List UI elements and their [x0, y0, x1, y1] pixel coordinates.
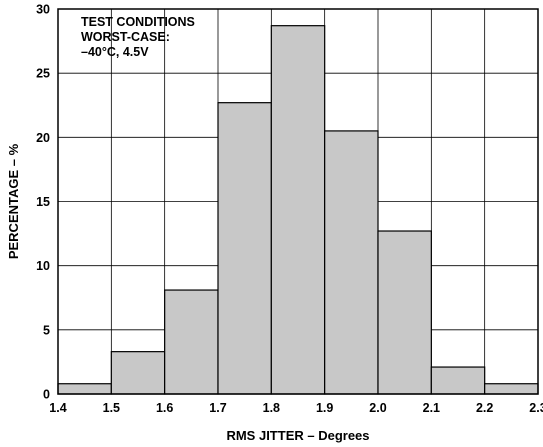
x-tick-label: 1.7	[209, 401, 226, 415]
y-tick-labels: 0 5 10 15 20 25 30	[36, 3, 50, 402]
x-tick-label: 2.2	[476, 401, 493, 415]
x-tick-label: 1.5	[103, 401, 120, 415]
annotation-line: TEST CONDITIONS	[81, 15, 195, 29]
y-tick-label: 30	[36, 3, 50, 17]
x-tick-label: 2.1	[423, 401, 440, 415]
x-tick-label: 1.9	[316, 401, 333, 415]
x-tick-label: 1.6	[156, 401, 173, 415]
histogram-bar	[430, 366, 486, 395]
histogram-bar	[270, 25, 326, 395]
x-tick-label: 2.3	[529, 401, 543, 415]
y-axis-title: PERCENTAGE – %	[6, 143, 21, 259]
histogram-bar	[377, 230, 432, 395]
histogram-bar	[57, 383, 112, 395]
y-tick-label: 25	[36, 67, 50, 81]
x-axis-title: RMS JITTER – Degrees	[226, 428, 369, 443]
plot-frame	[57, 8, 539, 395]
y-tick-label: 15	[36, 195, 50, 209]
histogram-bar	[217, 102, 272, 395]
x-tick-label: 1.4	[49, 401, 66, 415]
x-tick-labels: 1.4 1.5 1.6 1.7 1.8 1.9 2.0 2.1 2.2 2.3	[49, 401, 543, 415]
y-tick-label: 5	[43, 323, 50, 337]
y-tick-label: 0	[43, 388, 50, 402]
annotation-line: –40°C, 4.5V	[81, 45, 149, 59]
histogram-bar	[164, 289, 219, 395]
histogram-bar	[110, 351, 166, 395]
x-tick-label: 1.8	[263, 401, 280, 415]
y-tick-label: 20	[36, 131, 50, 145]
histogram-bars	[57, 25, 539, 395]
y-tick-label: 10	[36, 259, 50, 273]
annotation-line: WORST-CASE:	[81, 30, 170, 44]
histogram-bar	[484, 383, 539, 395]
x-tick-label: 2.0	[369, 401, 386, 415]
histogram-bar	[324, 130, 379, 395]
